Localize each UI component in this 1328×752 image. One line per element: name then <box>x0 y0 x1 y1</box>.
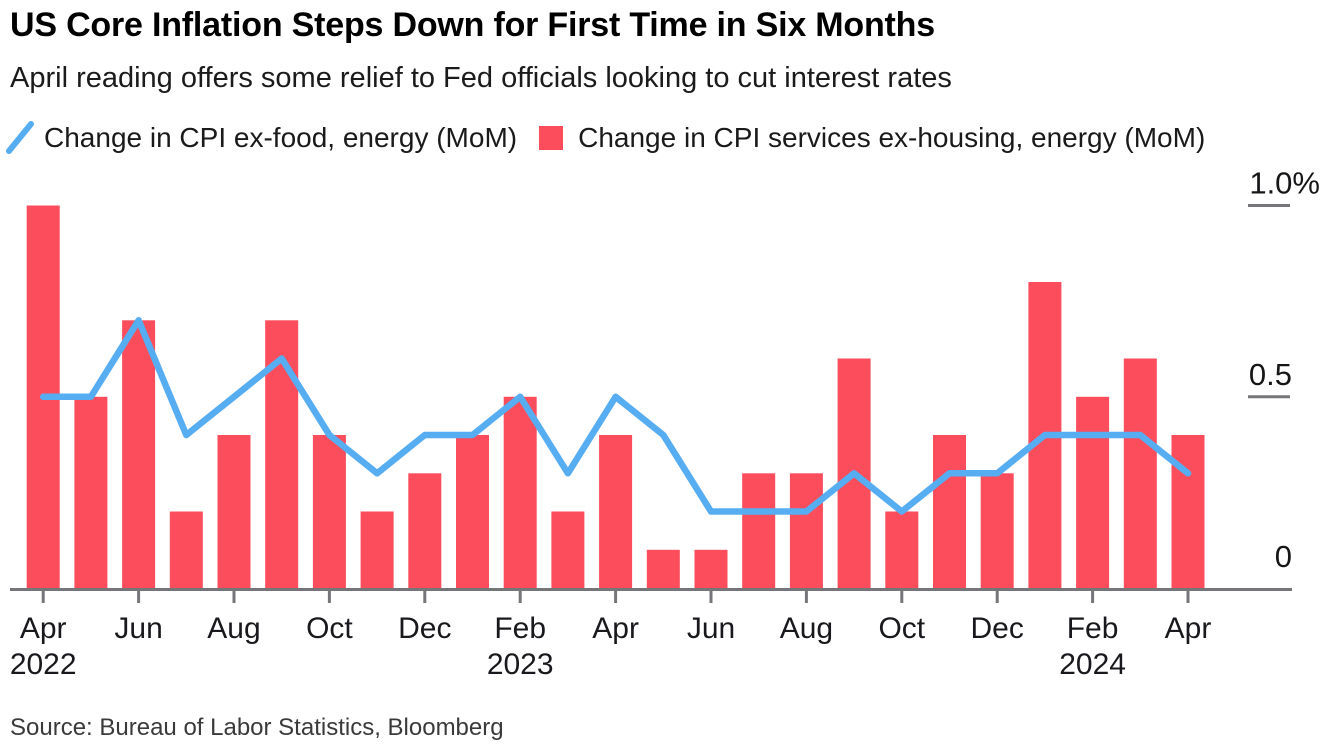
square-series-marker-icon <box>539 126 564 150</box>
x-tick-label: Oct <box>878 612 925 645</box>
x-tick-year: 2022 <box>10 648 77 681</box>
bar <box>789 473 823 589</box>
bar <box>885 511 919 588</box>
y-tick-label: 1.0% <box>1249 166 1320 201</box>
x-tick-label: Oct <box>306 612 353 645</box>
legend-label-supercore: Change in CPI services ex-housing, energ… <box>578 122 1206 153</box>
bar <box>503 396 537 589</box>
x-tick-label: Dec <box>971 612 1024 645</box>
x-tick-label: Apr <box>20 612 67 645</box>
bar <box>599 435 633 588</box>
cpi-line <box>39 317 1192 515</box>
bar <box>217 435 251 588</box>
line-series-marker-icon <box>6 121 34 154</box>
bar <box>122 320 156 589</box>
legend: Change in CPI ex-food, energy (MoM) Chan… <box>5 118 1205 158</box>
page-title: US Core Inflation Steps Down for First T… <box>10 6 935 44</box>
bar <box>933 435 966 588</box>
bar <box>980 473 1014 589</box>
y-tick-label: 0 <box>1275 539 1292 574</box>
bar <box>456 435 489 588</box>
x-tick-year: 2023 <box>487 648 554 681</box>
x-tick-label: Apr <box>592 612 639 645</box>
x-tick-label: Feb <box>494 612 546 645</box>
x-tick-label: Dec <box>398 612 451 645</box>
y-tick-label: 0.5 <box>1249 357 1292 392</box>
x-tick-year: 2024 <box>1059 648 1126 681</box>
bar <box>1123 358 1157 588</box>
x-tick-label: Aug <box>207 612 260 645</box>
bar <box>646 549 680 589</box>
legend-item-supercore: Change in CPI services ex-housing, energ… <box>517 122 1205 154</box>
x-tick-label: Apr <box>1165 612 1212 645</box>
bar <box>312 435 346 588</box>
x-tick-label: Jun <box>114 612 162 645</box>
bar <box>742 473 776 589</box>
x-tick-label: Feb <box>1067 612 1119 645</box>
legend-item-core-cpi: Change in CPI ex-food, energy (MoM) <box>5 119 517 157</box>
bar <box>694 549 728 589</box>
bar <box>1171 435 1205 588</box>
x-tick-label: Aug <box>780 612 833 645</box>
bar <box>360 511 394 588</box>
bar <box>169 511 203 588</box>
source-note: Source: Bureau of Labor Statistics, Bloo… <box>10 714 504 741</box>
legend-label-core-cpi: Change in CPI ex-food, energy (MoM) <box>44 122 518 153</box>
bar <box>74 396 108 589</box>
bar <box>408 473 442 589</box>
bar <box>551 511 585 588</box>
chart-subtitle: April reading offers some relief to Fed … <box>10 62 952 94</box>
x-tick-label: Jun <box>687 612 735 645</box>
bar <box>1076 396 1110 589</box>
